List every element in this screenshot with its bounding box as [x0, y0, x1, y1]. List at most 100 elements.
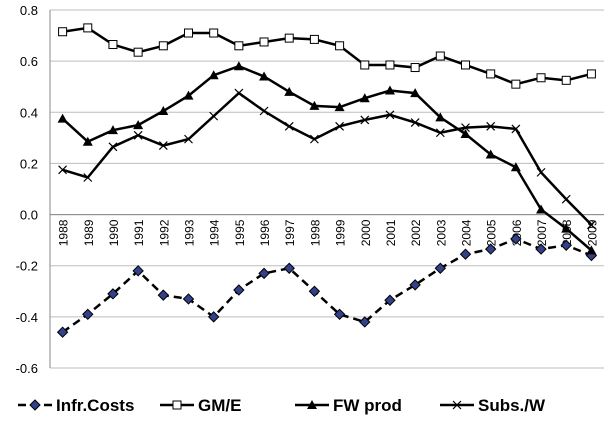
- marker: [284, 121, 294, 131]
- marker: [208, 70, 219, 80]
- legend-label: FW prod: [333, 396, 402, 415]
- marker: [484, 243, 497, 255]
- marker: [158, 141, 168, 150]
- marker: [435, 112, 446, 122]
- marker: [434, 262, 447, 274]
- marker: [510, 233, 522, 245]
- marker: [561, 75, 571, 85]
- marker: [486, 121, 496, 131]
- marker: [385, 110, 395, 120]
- marker: [108, 40, 118, 50]
- marker: [452, 400, 462, 410]
- marker: [360, 60, 370, 70]
- marker: [133, 47, 143, 57]
- marker: [510, 162, 521, 172]
- legend-item: FW prod: [295, 396, 402, 415]
- marker: [259, 37, 269, 47]
- x-tick-label: 1999: [334, 219, 348, 246]
- x-tick-label: 1988: [57, 219, 71, 246]
- x-tick-label: 1992: [157, 219, 171, 246]
- marker: [333, 308, 346, 321]
- x-tick-label: 2009: [585, 219, 599, 246]
- marker: [83, 23, 93, 33]
- marker: [560, 239, 572, 251]
- series: [56, 233, 598, 338]
- x-tick-label: 1996: [258, 219, 272, 246]
- marker: [511, 124, 521, 134]
- marker: [233, 61, 244, 71]
- marker: [57, 113, 68, 123]
- marker: [259, 106, 269, 116]
- legend-label: Subs./W: [478, 396, 546, 415]
- marker: [56, 326, 69, 338]
- marker: [172, 400, 182, 410]
- x-tick-label: 2002: [409, 219, 423, 246]
- marker: [586, 69, 596, 79]
- marker: [536, 167, 546, 177]
- marker: [459, 248, 472, 260]
- marker: [58, 165, 68, 175]
- marker: [536, 204, 547, 214]
- marker: [461, 123, 470, 133]
- marker: [335, 121, 345, 131]
- marker: [435, 128, 445, 138]
- x-tick-label: 2001: [384, 219, 398, 246]
- marker: [108, 142, 118, 152]
- marker: [234, 41, 244, 51]
- marker: [157, 289, 170, 301]
- marker: [82, 308, 94, 321]
- marker: [485, 149, 496, 159]
- legend-item: Infr.Costs: [18, 396, 134, 415]
- marker: [384, 85, 395, 95]
- marker: [209, 111, 219, 121]
- x-tick-label: 2007: [535, 219, 549, 246]
- marker: [409, 279, 421, 291]
- marker: [82, 136, 93, 146]
- x-tick-label: 1990: [107, 219, 121, 246]
- y-tick-label: 0.4: [20, 105, 38, 120]
- marker: [184, 134, 193, 144]
- marker: [107, 125, 118, 135]
- marker: [259, 71, 270, 81]
- x-tick-label: 2000: [359, 219, 373, 246]
- series: [58, 23, 596, 89]
- y-tick-label: 0.8: [20, 3, 38, 18]
- marker: [486, 69, 496, 79]
- y-tick-label: -0.4: [16, 310, 38, 325]
- x-tick-label: 1995: [233, 219, 247, 246]
- marker: [309, 100, 320, 110]
- legend-label: GM/E: [198, 396, 241, 415]
- y-tick-label: 0.0: [20, 208, 38, 223]
- line: [61, 237, 592, 334]
- marker: [410, 63, 420, 73]
- marker: [385, 60, 395, 70]
- x-tick-label: 1997: [283, 219, 297, 246]
- series: [57, 61, 597, 255]
- marker: [183, 90, 194, 100]
- marker: [234, 88, 244, 98]
- marker: [284, 33, 294, 43]
- x-tick-label: 1998: [308, 219, 322, 246]
- x-tick-label: 1994: [208, 219, 222, 246]
- marker: [158, 106, 169, 116]
- series: [58, 88, 596, 230]
- marker: [586, 220, 596, 230]
- marker: [359, 93, 370, 103]
- marker: [359, 316, 371, 328]
- marker: [461, 60, 470, 70]
- marker: [309, 34, 319, 44]
- marker: [209, 28, 219, 38]
- marker: [536, 73, 546, 83]
- line: [62, 91, 593, 226]
- marker: [535, 243, 547, 255]
- legend-label: Infr.Costs: [56, 396, 134, 415]
- marker: [184, 28, 193, 38]
- marker: [511, 79, 521, 89]
- marker: [307, 400, 317, 409]
- marker: [334, 102, 345, 112]
- marker: [360, 115, 370, 125]
- legend-item: GM/E: [160, 396, 241, 415]
- x-tick-label: 1991: [132, 219, 146, 246]
- marker: [460, 129, 471, 139]
- marker: [58, 27, 68, 37]
